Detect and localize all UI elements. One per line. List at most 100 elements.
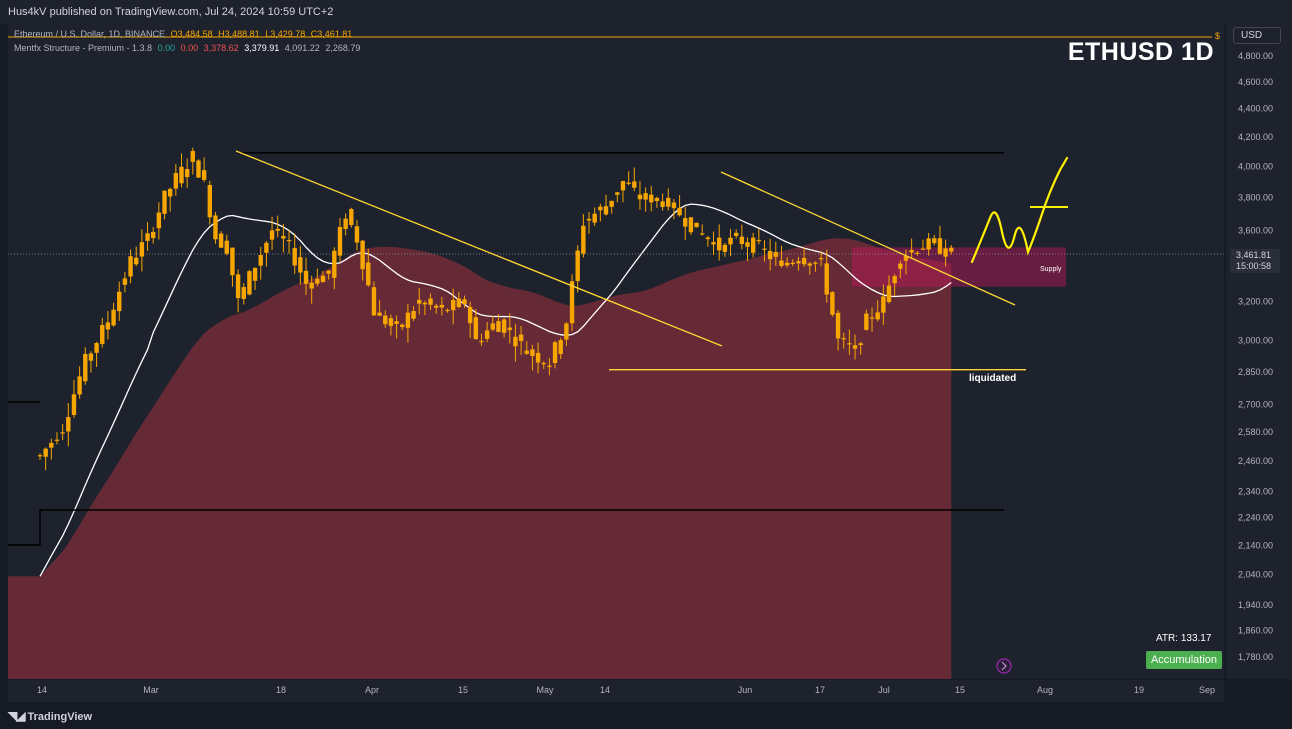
candle-body — [371, 287, 377, 316]
y-tick-label: 3,800.00 — [1238, 193, 1273, 203]
candle-body — [235, 274, 241, 299]
candle-body — [501, 319, 507, 333]
candle-body — [524, 350, 529, 354]
lower-structure-line[interactable] — [8, 509, 1004, 546]
candle-body — [858, 343, 863, 346]
currency-selector[interactable]: USD — [1233, 27, 1281, 44]
x-tick-label: 15 — [458, 685, 468, 695]
candle-body — [552, 342, 558, 364]
candle-body — [937, 238, 943, 254]
candle-body — [105, 322, 111, 330]
indicator-legend[interactable]: Mentfx Structure - Premium - 1.3.8 0.00 … — [14, 43, 363, 53]
candle-body — [530, 349, 535, 356]
candle-body — [258, 255, 263, 266]
candle-body — [201, 170, 207, 180]
descending-trendline-1[interactable] — [235, 150, 723, 347]
candle-body — [479, 340, 484, 343]
candle-body — [422, 302, 428, 305]
candle-body — [779, 260, 784, 267]
candle-body — [547, 365, 552, 368]
y-tick-label: 3,600.00 — [1238, 225, 1273, 235]
candle-body — [77, 376, 82, 395]
candle-body — [162, 190, 167, 214]
tradingview-logo[interactable]: ◥◢ TradingView — [8, 709, 92, 723]
price-alert-marker[interactable]: $ — [1215, 31, 1221, 41]
candle-body — [649, 194, 654, 203]
candle-body — [637, 194, 643, 200]
candle-body — [756, 240, 762, 242]
candle-body — [428, 298, 433, 305]
candle-body — [926, 238, 931, 250]
y-tick-label: 3,200.00 — [1238, 297, 1273, 307]
candle-body — [122, 278, 128, 285]
candle-body — [603, 206, 609, 215]
x-tick-label: 15 — [955, 685, 965, 695]
candle-body — [434, 305, 439, 308]
replay-icon-glyph — [1001, 661, 1007, 671]
candle-body — [94, 343, 99, 353]
symbol-name: Ethereum / U.S. Dollar, 1D, BINANCE — [14, 29, 166, 39]
candle-body — [694, 222, 699, 228]
candle-body — [654, 197, 660, 202]
indicator-name: Mentfx Structure - Premium - 1.3.8 — [14, 43, 153, 53]
candle-body — [145, 233, 150, 241]
candle-body — [286, 239, 292, 242]
indicator-value-2: 0.00 — [180, 43, 199, 53]
publisher-info: Hus4kV published on TradingView.com, Jul… — [8, 6, 334, 18]
candle-body — [207, 184, 212, 218]
ma-area-fill-left — [8, 576, 40, 679]
candle-body — [705, 237, 711, 240]
candle-body — [450, 300, 456, 311]
candle-body — [773, 252, 778, 257]
ohlc-high: H3,488.81 — [218, 29, 260, 39]
time-axis[interactable] — [8, 680, 1224, 702]
candle-body — [326, 270, 331, 274]
candle-body — [932, 238, 937, 244]
candle-body — [179, 166, 184, 184]
candle-body — [230, 247, 235, 276]
candle-body — [949, 247, 954, 252]
candle-body — [586, 218, 592, 221]
candle-body — [484, 330, 490, 339]
candle-body — [37, 455, 43, 457]
candle-body — [750, 237, 756, 253]
x-tick-label: Jul — [878, 685, 890, 695]
candle-body — [943, 248, 948, 257]
replay-icon[interactable] — [996, 658, 1012, 674]
candle-body — [264, 242, 269, 253]
candle-body — [813, 262, 818, 264]
x-tick-label: 19 — [1134, 685, 1144, 695]
candle-body — [190, 150, 196, 162]
supply-zone[interactable] — [852, 247, 1066, 287]
candle-body — [439, 304, 445, 308]
candle-body — [275, 228, 280, 231]
candle-body — [564, 323, 569, 340]
candle-body — [796, 261, 801, 264]
candle-body — [151, 231, 156, 239]
candle-body — [388, 318, 394, 326]
candle-body — [43, 448, 48, 457]
candle-body — [541, 363, 546, 365]
candle-body — [467, 306, 473, 324]
x-tick-label: 17 — [815, 685, 825, 695]
projection-path[interactable] — [970, 156, 1069, 264]
candle-body — [711, 242, 716, 245]
descending-trendline-2[interactable] — [720, 171, 1016, 306]
candle-body — [869, 317, 875, 319]
candle-body — [569, 281, 575, 324]
candle-body — [886, 285, 892, 303]
candle-body — [496, 321, 501, 332]
candle-body — [411, 311, 416, 319]
x-tick-label: Mar — [143, 685, 159, 695]
candle-body — [456, 298, 462, 308]
price-scale[interactable] — [1226, 24, 1292, 679]
candle-body — [292, 248, 297, 266]
candle-body — [824, 263, 829, 295]
candle-body — [632, 181, 637, 188]
candle-body — [100, 324, 105, 344]
candle-body — [473, 317, 479, 340]
candle-body — [366, 262, 371, 286]
symbol-legend[interactable]: Ethereum / U.S. Dollar, 1D, BINANCE O3,4… — [14, 29, 355, 39]
candle-body — [717, 237, 722, 251]
